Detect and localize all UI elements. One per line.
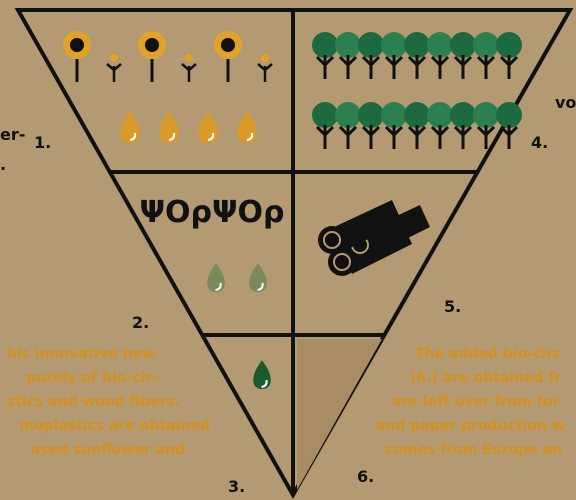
- paragraph-line: The added bio-circ: [415, 346, 561, 362]
- infographic: ΨΟρΨΟρ er- . vo 1. 2. 3. 4. 5. 6. his in…: [0, 0, 576, 500]
- label: 6.: [357, 467, 374, 486]
- paragraph-line: his innovative new: [7, 346, 155, 362]
- flower-head: [70, 38, 84, 52]
- tree: [496, 32, 522, 58]
- label: 1.: [34, 133, 51, 152]
- tree: [335, 32, 361, 58]
- label: 2.: [132, 313, 149, 332]
- tree: [358, 32, 384, 58]
- log-end: [318, 226, 346, 254]
- label: 3.: [228, 477, 245, 496]
- tree: [473, 32, 499, 58]
- tree: [358, 102, 384, 128]
- tree: [404, 32, 430, 58]
- bud: [110, 54, 118, 62]
- flower-head: [145, 38, 159, 52]
- paragraph-line: stics and wood fibers.: [7, 394, 180, 410]
- paragraph-line: and paper production w: [376, 418, 565, 434]
- paragraph-line: are left over from for: [392, 394, 559, 410]
- paragraph-line: purely of bio-cir-: [26, 370, 158, 386]
- paragraph-line: (6.) are obtained fr: [410, 370, 561, 386]
- tree: [335, 102, 361, 128]
- paragraph-line: moplastics are obtained: [19, 418, 210, 434]
- tree: [312, 102, 338, 128]
- label: 5.: [444, 297, 461, 316]
- tree: [473, 102, 499, 128]
- cutlery: ΨΟρΨΟρ: [140, 195, 285, 230]
- flower-head: [221, 38, 235, 52]
- tree: [381, 102, 407, 128]
- tree: [450, 32, 476, 58]
- paragraph-line: comes from Europe an: [385, 442, 562, 458]
- cut-text: er-: [0, 125, 25, 144]
- tree: [496, 102, 522, 128]
- tree: [450, 102, 476, 128]
- tree: [427, 102, 453, 128]
- bud: [261, 54, 269, 62]
- cut-text: .: [0, 155, 6, 174]
- tree: [427, 32, 453, 58]
- tree: [312, 32, 338, 58]
- tree: [381, 32, 407, 58]
- paragraph-line: used sunflower and: [30, 442, 185, 458]
- cut-text: vo: [555, 93, 576, 112]
- bud: [185, 54, 193, 62]
- label: 4.: [531, 133, 548, 152]
- tree: [404, 102, 430, 128]
